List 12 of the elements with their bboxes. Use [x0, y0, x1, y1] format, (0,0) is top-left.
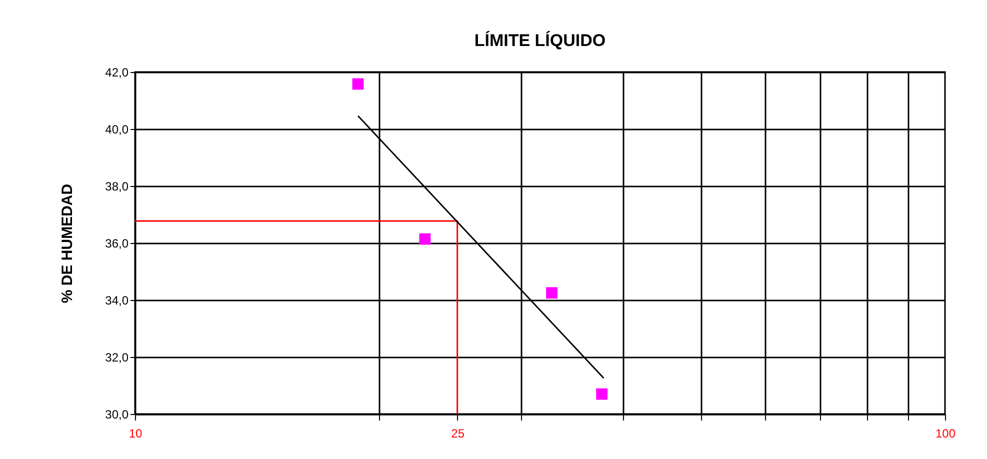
y-tick-label: 38,0: [105, 180, 129, 194]
x-tick-label: 10: [128, 426, 142, 440]
y-tick-label: 36,0: [105, 236, 129, 250]
y-tick-label: 34,0: [105, 294, 129, 308]
y-tick-label: 32,0: [105, 350, 129, 364]
y-axis-title: % DE HUMEDAD: [59, 184, 76, 304]
x-tick-label: 25: [451, 426, 465, 440]
y-tick-label: 42,0: [105, 66, 129, 80]
y-tick-label: 30,0: [105, 408, 129, 422]
y-tick-label: 40,0: [105, 122, 129, 136]
x-tick-label: 100: [935, 426, 956, 440]
chart-title: LÍMITE LÍQUIDO: [474, 30, 606, 50]
